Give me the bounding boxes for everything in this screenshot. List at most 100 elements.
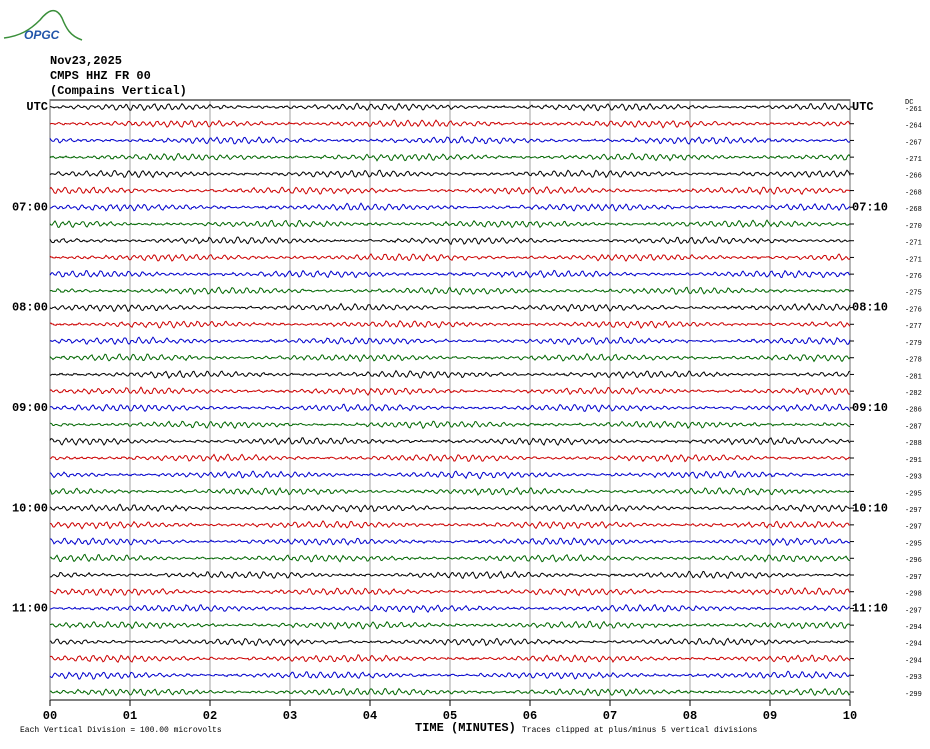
dc-offset: -293	[905, 474, 922, 482]
trace	[49, 302, 851, 313]
trace	[49, 687, 851, 697]
dc-offset: -271	[905, 240, 922, 248]
dc-offset: -268	[905, 206, 922, 214]
logo-text: OPGC	[24, 28, 60, 42]
station: CMPS HHZ FR 00	[50, 69, 151, 83]
trace	[49, 470, 851, 480]
time-label-right: UTC	[852, 100, 874, 114]
x-tick-label: 09	[763, 709, 777, 723]
trace	[49, 486, 851, 496]
dc-offset: -294	[905, 624, 922, 632]
time-label-left: UTC	[26, 100, 48, 114]
trace	[49, 169, 851, 179]
dc-offset: -277	[905, 323, 922, 331]
trace	[49, 437, 851, 446]
dc-offset: -278	[905, 357, 922, 365]
dc-offset: -270	[905, 223, 922, 231]
trace	[49, 286, 851, 296]
trace	[49, 503, 851, 513]
dc-offset: -279	[905, 340, 922, 348]
x-tick-label: 07	[603, 709, 617, 723]
x-tick-label: 01	[123, 709, 137, 723]
time-label-right: 08:10	[852, 301, 888, 315]
trace	[50, 102, 851, 112]
trace	[50, 603, 850, 613]
dc-offset: -298	[905, 591, 922, 599]
trace	[49, 637, 851, 647]
trace	[49, 186, 851, 196]
trace	[49, 537, 851, 546]
trace	[49, 119, 851, 129]
time-label-right: 10:10	[852, 501, 888, 515]
x-tick-label: 08	[683, 709, 697, 723]
dc-offset: -267	[905, 139, 922, 147]
dc-offset: -271	[905, 156, 922, 164]
trace	[49, 420, 851, 430]
dc-offset: -297	[905, 574, 922, 582]
dc-offset: -291	[905, 457, 922, 465]
time-label-right: 11:10	[852, 602, 888, 616]
dc-offset: -296	[905, 557, 922, 565]
clip-note: Traces clipped at plus/minus 5 vertical …	[522, 726, 757, 735]
trace	[50, 620, 851, 630]
dc-offset: -294	[905, 641, 922, 649]
trace	[49, 570, 851, 580]
dc-offset: -297	[905, 507, 922, 515]
time-label-right: 07:10	[852, 200, 888, 214]
x-tick-label: 02	[203, 709, 217, 723]
x-tick-label: 00	[43, 709, 57, 723]
trace	[49, 453, 851, 463]
dc-offset: -276	[905, 306, 922, 314]
dc-offset: -287	[905, 423, 922, 431]
time-label-left: 10:00	[12, 501, 48, 515]
dc-offset: -266	[905, 173, 922, 181]
dc-offset: -275	[905, 290, 922, 298]
dc-offset: -299	[905, 691, 922, 699]
time-label-left: 07:00	[12, 200, 48, 214]
trace	[49, 386, 851, 396]
dc-offset: -264	[905, 123, 922, 131]
dc-offset: -294	[905, 657, 922, 665]
trace	[49, 219, 851, 229]
trace	[49, 320, 851, 330]
dc-offset: -295	[905, 540, 922, 548]
x-tick-label: 05	[443, 709, 457, 723]
trace	[49, 236, 851, 246]
trace	[49, 253, 851, 262]
dc-offset: -297	[905, 607, 922, 615]
dc-offset: -293	[905, 674, 922, 682]
dc-offset: -295	[905, 490, 922, 498]
dc-offset: -271	[905, 256, 922, 264]
trace	[49, 520, 851, 530]
trace	[49, 352, 851, 363]
trace	[50, 553, 851, 563]
x-tick-label: 03	[283, 709, 297, 723]
dc-offset: -286	[905, 407, 922, 415]
time-label-left: 08:00	[12, 301, 48, 315]
dc-offset: -282	[905, 390, 922, 398]
trace	[49, 336, 851, 346]
dc-offset: -276	[905, 273, 922, 281]
dc-offset: -268	[905, 189, 922, 197]
dc-offset: -297	[905, 524, 922, 532]
trace	[49, 152, 851, 162]
x-tick-label: 06	[523, 709, 537, 723]
trace	[49, 654, 851, 664]
dc-offset: -281	[905, 373, 922, 381]
logo-curve	[3, 9, 83, 41]
time-label-right: 09:10	[852, 401, 888, 415]
location: (Compains Vertical)	[50, 84, 187, 98]
dc-label: DC	[905, 99, 913, 107]
x-axis-label: TIME (MINUTES)	[415, 721, 516, 735]
trace	[49, 269, 851, 279]
dc-offset: -288	[905, 440, 922, 448]
trace	[49, 670, 851, 680]
trace	[49, 587, 851, 597]
trace	[49, 135, 851, 145]
x-tick-label: 10	[843, 709, 857, 723]
x-tick-label: 04	[363, 709, 377, 723]
trace	[49, 202, 851, 212]
time-label-left: 09:00	[12, 401, 48, 415]
time-label-left: 11:00	[12, 602, 48, 616]
